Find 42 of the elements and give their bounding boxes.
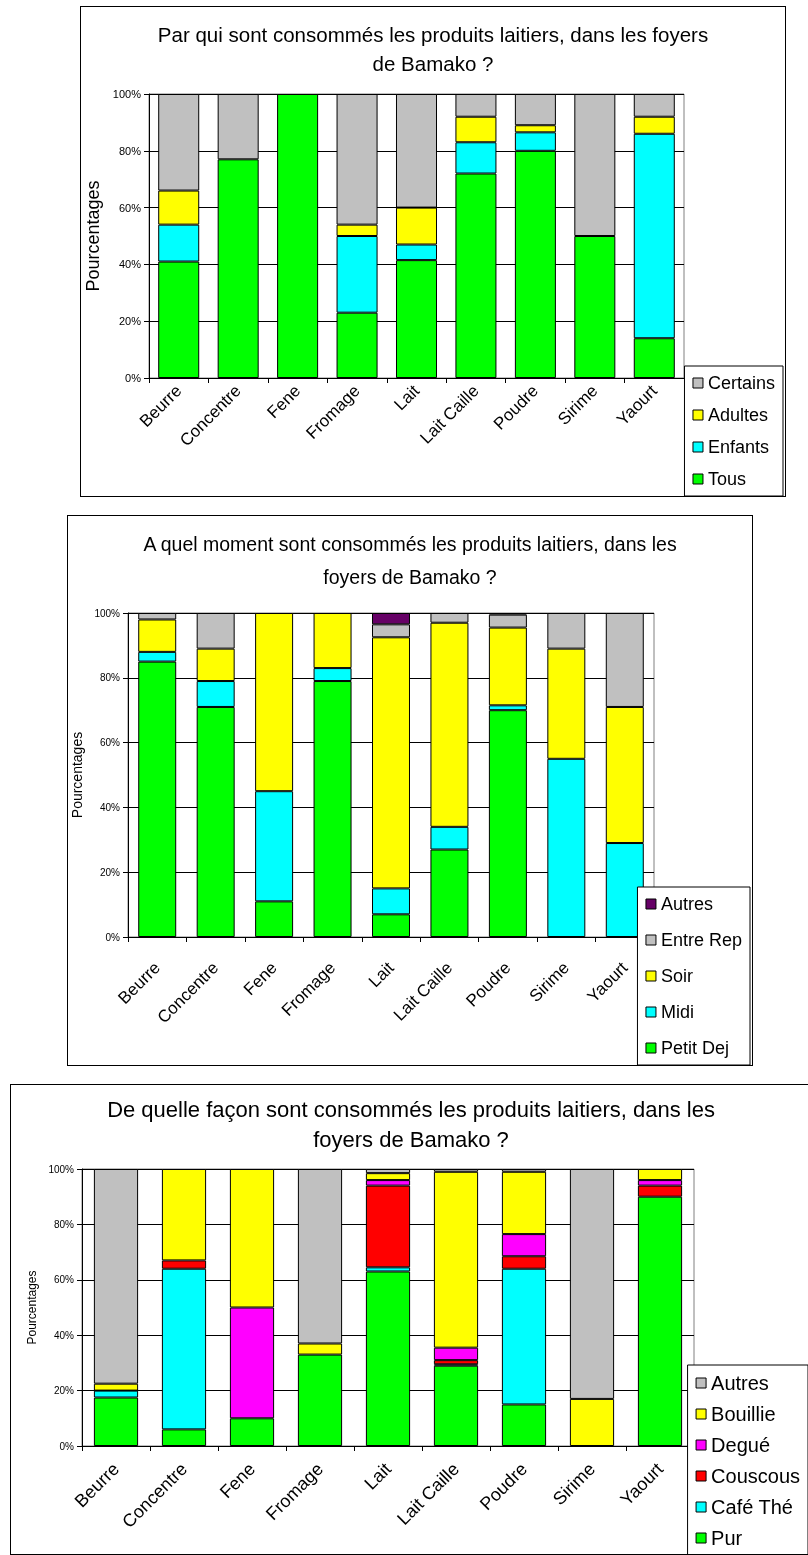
y-tick-label: 40% xyxy=(118,258,142,271)
y-tick-label: 0% xyxy=(125,372,142,384)
y-axis-title: Pourcentages xyxy=(68,731,85,819)
y-tick-label: 80% xyxy=(53,1218,75,1230)
legend-label: Certains xyxy=(707,373,776,393)
legend-label: Degué xyxy=(711,1434,770,1456)
chart-title: Par qui sont consommés les produits laitiers, dans les foyers de Bamako ? xyxy=(157,23,709,75)
y-tick-label: 40% xyxy=(99,801,121,813)
chart-title: A quel moment sont consommés les produits laitiers, dans les foyers de Bamako ? xyxy=(143,532,677,588)
x-tick-label: Lait xyxy=(364,958,398,992)
legend-label: Petit Dej xyxy=(660,1038,729,1058)
y-tick-label: 80% xyxy=(99,672,121,684)
legend-label: Café Thé xyxy=(711,1496,793,1518)
chart-title: De quelle façon sont consommés les produits laitiers, dans les foyers de Bamako ? xyxy=(107,1096,715,1152)
y-tick-label: 100% xyxy=(94,607,121,619)
y-axis-title: Pourcentages xyxy=(24,1270,39,1345)
x-tick-label: Lait xyxy=(360,1458,396,1494)
y-tick-label: 60% xyxy=(99,737,121,749)
y-tick-label: 80% xyxy=(118,144,142,157)
legend-label: Enfants xyxy=(707,437,770,457)
legend-label: Midi xyxy=(660,1002,694,1022)
x-tick-label: Lait xyxy=(390,381,424,415)
legend-label: Soir xyxy=(660,966,693,986)
legend-label: Entre Rep xyxy=(660,930,742,950)
legend-label: Adultes xyxy=(707,405,769,425)
y-tick-label: 60% xyxy=(53,1274,75,1286)
y-tick-label: 20% xyxy=(99,866,121,878)
legend-label: Tous xyxy=(707,469,747,489)
y-tick-label: 100% xyxy=(48,1163,75,1175)
legend-label: Autres xyxy=(660,894,713,914)
y-tick-label: 20% xyxy=(118,315,142,328)
y-tick-label: 100% xyxy=(112,88,142,100)
y-tick-label: 20% xyxy=(53,1385,75,1397)
y-tick-label: 60% xyxy=(118,201,142,214)
y-tick-label: 0% xyxy=(105,931,121,943)
y-axis-title: Pourcentages xyxy=(82,180,103,292)
legend-label: Bouillie xyxy=(711,1403,776,1425)
y-tick-label: 0% xyxy=(59,1440,75,1452)
y-tick-label: 40% xyxy=(53,1329,75,1341)
legend-label: Autres xyxy=(711,1372,769,1394)
legend-label: Couscous xyxy=(711,1465,800,1487)
legend-label: Pur xyxy=(711,1527,743,1549)
